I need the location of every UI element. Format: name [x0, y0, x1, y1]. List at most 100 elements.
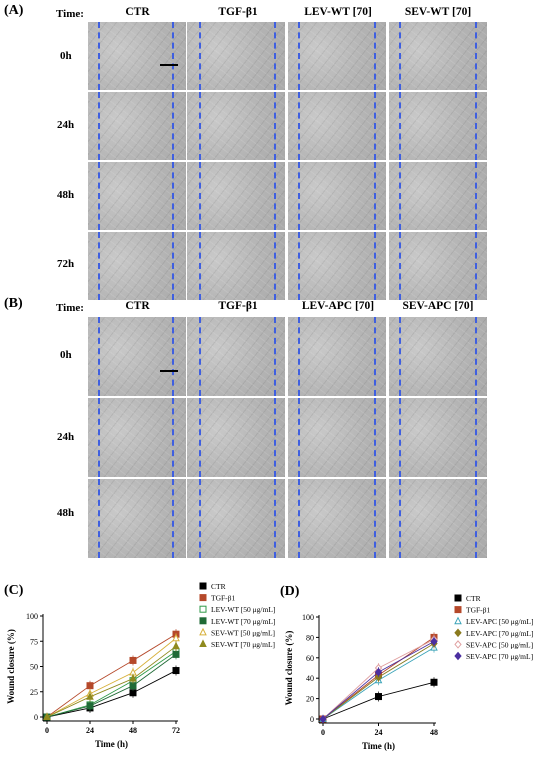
micrograph-tile [187, 232, 285, 300]
y-tick-label: 25 [30, 688, 38, 697]
x-tick-label: 24 [86, 726, 94, 735]
wound-edge-line [399, 398, 401, 477]
y-tick-label: 75 [30, 637, 38, 646]
chart-d: (D) 0 20 40 60 80 100 0 24 48 Time (h) Wound closur… [280, 584, 534, 751]
micrograph-tile [389, 232, 487, 300]
wound-edge-line [298, 22, 300, 90]
data-point [454, 640, 462, 649]
data-point [319, 714, 327, 724]
data-point [86, 692, 94, 700]
wound-edge-line [172, 398, 174, 477]
x-tick-label: 48 [430, 728, 438, 737]
micrograph-tile [187, 92, 285, 160]
y-tick-label: 0 [310, 715, 314, 724]
panel-b-row-0h: 0h [60, 349, 72, 361]
x-axis-label: Time (h) [95, 739, 128, 749]
wound-edge-line [98, 398, 100, 477]
series-line [46, 637, 177, 718]
panel-a-time-label: Time: [56, 8, 84, 20]
series-line [46, 670, 177, 718]
micrograph-tile [187, 22, 285, 90]
legend-label: CTR [466, 594, 481, 603]
wound-edge-line [172, 317, 174, 396]
micrograph-tile [389, 398, 487, 477]
wound-edge-line [298, 479, 300, 558]
x-axis-label: Time (h) [362, 741, 395, 751]
data-point [454, 606, 462, 614]
wound-edge-line [374, 22, 376, 90]
data-point [199, 605, 207, 613]
panel-a-letter: (A) [4, 3, 24, 18]
micrograph-tile [187, 398, 285, 477]
wound-edge-line [172, 479, 174, 558]
x-tick-label: 24 [375, 728, 383, 737]
wound-edge-line [475, 232, 477, 300]
panel-b-col-ctr: CTR [125, 300, 150, 312]
wound-edge-line [199, 317, 201, 396]
panel-b-time-label: Time: [56, 302, 84, 314]
wound-edge-line [172, 22, 174, 90]
micrograph-tile [389, 479, 487, 558]
wound-edge-line [172, 232, 174, 300]
wound-edge-line [399, 317, 401, 396]
wound-edge-line [274, 22, 276, 90]
micrograph-tile [389, 92, 487, 160]
data-point [454, 651, 462, 661]
micrograph-tile [288, 162, 386, 230]
data-point [172, 633, 180, 642]
data-point [86, 682, 94, 690]
panel-a-col-ctr: CTR [125, 6, 150, 18]
micrograph-tile [187, 317, 285, 396]
wound-edge-line [199, 162, 201, 230]
scale-bar [160, 64, 178, 66]
panel-a-col-lev: LEV-WT [70] [304, 6, 372, 18]
wound-edge-line [298, 398, 300, 477]
wound-edge-line [374, 317, 376, 396]
wound-edge-line [399, 232, 401, 300]
data-point [374, 667, 383, 677]
data-point [199, 582, 207, 590]
panel-a-row-24h: 24h [57, 119, 75, 131]
wound-edge-line [475, 398, 477, 477]
micrograph-tile [288, 398, 386, 477]
panel-b-col-lev: LEV-APC [70] [301, 300, 375, 312]
wound-edge-line [298, 162, 300, 230]
series-line [46, 633, 177, 718]
micrograph-tile [88, 22, 186, 90]
y-tick-label: 0 [34, 713, 38, 722]
legend-label: LEV-APC [50 μg/mL] [466, 617, 534, 626]
panel-b-col-tgf: TGF-β1 [218, 300, 258, 312]
data-point [172, 641, 180, 650]
wound-edge-line [399, 162, 401, 230]
micrograph-tile [88, 479, 186, 558]
micrograph-tile [88, 92, 186, 160]
wound-edge-line [172, 162, 174, 230]
y-tick-label: 80 [306, 633, 314, 642]
chart-c: (C) 0 25 50 75 100 0 24 48 72 Time (h) Wound closur… [4, 582, 275, 749]
micrograph-tile [288, 22, 386, 90]
wound-edge-line [199, 232, 201, 300]
x-tick-label: 0 [321, 728, 325, 737]
wound-edge-line [475, 162, 477, 230]
wound-edge-line [374, 162, 376, 230]
panel-a-col-tgf: TGF-β1 [218, 6, 258, 18]
data-point [454, 616, 462, 625]
wound-edge-line [274, 232, 276, 300]
wound-edge-line [98, 317, 100, 396]
series-line [46, 650, 177, 718]
data-point [129, 656, 137, 664]
wound-edge-line [374, 92, 376, 160]
micrograph-tile [88, 232, 186, 300]
series-line [46, 654, 177, 718]
legend-label: SEV-WT [70 μg/mL] [211, 640, 275, 649]
wound-edge-line [199, 398, 201, 477]
data-point [374, 672, 383, 682]
wound-edge-line [298, 232, 300, 300]
micrograph-tile [88, 162, 186, 230]
legend-label: TGF-β1 [466, 606, 490, 615]
wound-edge-line [399, 92, 401, 160]
wound-edge-line [298, 317, 300, 396]
micrograph-tile [288, 232, 386, 300]
panel-a-row-48h: 48h [57, 189, 75, 201]
panel-letter: (D) [280, 584, 300, 599]
